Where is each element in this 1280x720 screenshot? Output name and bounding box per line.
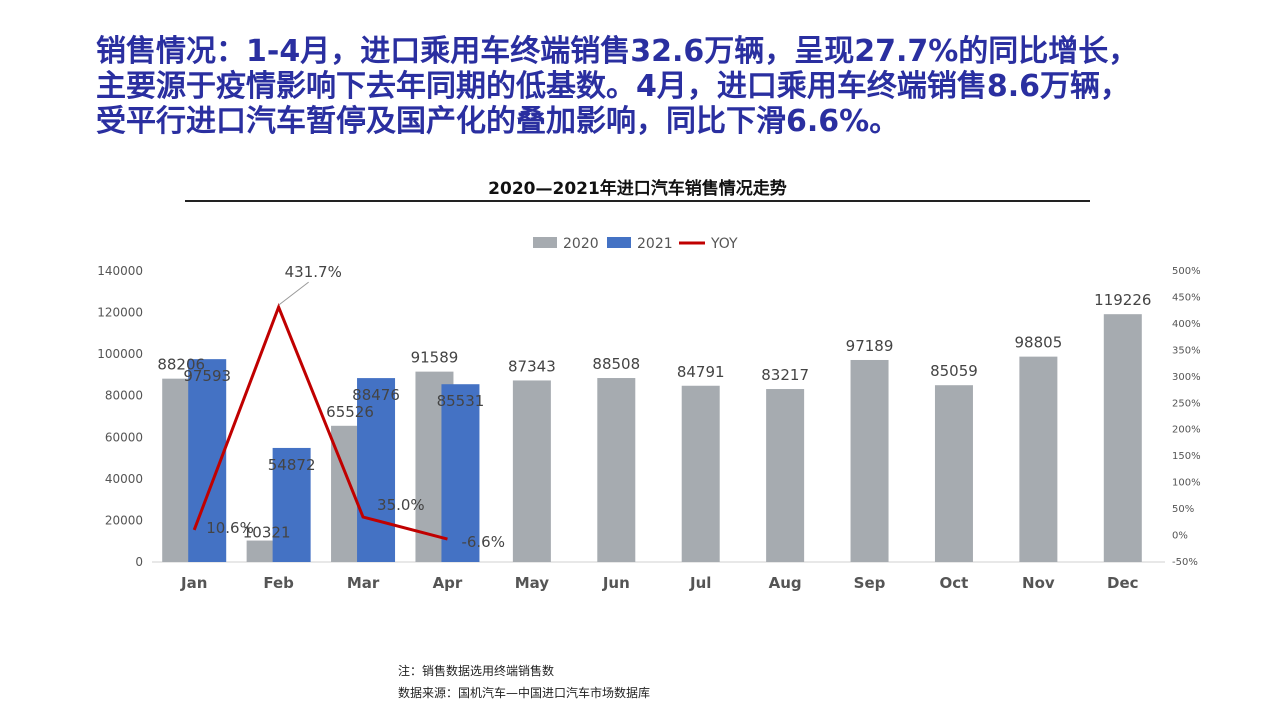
- title-divider: [185, 200, 1090, 202]
- note-text: 注：销售数据选用终端销售数: [398, 664, 555, 678]
- bar-2020: [934, 385, 973, 562]
- yoy-line: [192, 303, 448, 541]
- x-tick-label: Jun: [602, 574, 630, 592]
- x-tick-label: Jan: [180, 574, 207, 592]
- y-left-tick-label: 80000: [105, 389, 143, 403]
- x-tick-label: Sep: [854, 574, 886, 592]
- y-right-tick-label: 50%: [1172, 504, 1194, 515]
- x-tick-label: Nov: [1022, 574, 1055, 592]
- y-right-tick-label: 100%: [1172, 478, 1201, 489]
- x-tick-label: Oct: [940, 574, 969, 592]
- data-label-2021: 54872: [268, 456, 316, 474]
- data-label-2020: 85059: [930, 362, 978, 380]
- y-right-tick-label: 200%: [1172, 425, 1201, 436]
- y-right-tick-label: -50%: [1172, 557, 1198, 568]
- bar-2020: [1019, 356, 1058, 562]
- y-right-tick-label: 450%: [1172, 292, 1201, 303]
- data-label-2021: 88476: [352, 386, 400, 404]
- bar-2021: [272, 447, 311, 562]
- legend-label-2020: 2020: [563, 236, 599, 252]
- y-right-tick-label: 350%: [1172, 345, 1201, 356]
- y-right-tick-label: 300%: [1172, 372, 1201, 383]
- chart-title: 2020—2021年进口汽车销售情况走势: [488, 179, 787, 199]
- data-label-2021: 85531: [437, 392, 485, 410]
- data-label-2020: 97189: [846, 337, 894, 355]
- x-tick-label: Apr: [433, 574, 463, 592]
- x-tick-label: Jul: [689, 574, 711, 592]
- data-label-2020: 84791: [677, 363, 725, 381]
- y-right-tick-label: 0%: [1172, 531, 1188, 542]
- data-label-yoy: 35.0%: [377, 496, 425, 514]
- headline-line-2: 主要源于疫情影响下去年同期的低基数。4月，进口乘用车终端销售8.6万辆，: [96, 69, 1131, 104]
- y-right-tick-label: 500%: [1172, 266, 1201, 277]
- y-left-tick-label: 60000: [105, 430, 143, 444]
- y-left-tick-label: 20000: [105, 513, 143, 527]
- data-label-2020: 65526: [326, 403, 374, 421]
- bar-2020: [681, 385, 720, 562]
- data-label-2020: 83217: [761, 366, 809, 384]
- x-tick-label: Feb: [263, 574, 294, 592]
- data-label-2020: 88206: [157, 356, 205, 374]
- legend-swatch-2020: [533, 237, 557, 248]
- y-left-tick-label: 140000: [97, 264, 143, 278]
- headline-line-1: 销售情况：1-4月，进口乘用车终端销售32.6万辆，呈现27.7%的同比增长，: [96, 34, 1139, 69]
- x-tick-label: Aug: [769, 574, 802, 592]
- data-label-yoy: -6.6%: [461, 533, 505, 551]
- x-tick-label: Mar: [347, 574, 380, 592]
- y-right-tick-label: 400%: [1172, 319, 1201, 330]
- x-tick-label: May: [515, 574, 550, 592]
- bar-2020: [766, 389, 805, 562]
- bar-2020: [1103, 314, 1142, 562]
- headline: 销售情况：1-4月，进口乘用车终端销售32.6万辆，呈现27.7%的同比增长， …: [96, 34, 1256, 139]
- notes: 注：销售数据选用终端销售数 数据来源：国机汽车—中国进口汽车市场数据库: [398, 660, 650, 704]
- y-right-tick-label: 150%: [1172, 451, 1201, 462]
- x-tick-label: Dec: [1107, 574, 1139, 592]
- y-left-tick-label: 100000: [97, 347, 143, 361]
- data-label-2020: 87343: [508, 357, 556, 375]
- y-left-tick-label: 0: [135, 555, 143, 569]
- bar-2021: [441, 384, 480, 562]
- y-right-tick-label: 250%: [1172, 398, 1201, 409]
- data-label-2020: 98805: [1015, 334, 1063, 352]
- data-label-yoy: 431.7%: [285, 263, 342, 281]
- legend-label-2021: 2021: [637, 236, 673, 252]
- bar-2020: [850, 359, 889, 562]
- bar-2020: [597, 378, 636, 562]
- yoy-label-leader: [278, 281, 309, 306]
- legend-label-yoy: YOY: [710, 236, 738, 252]
- bar-2020: [512, 380, 551, 562]
- headline-line-3: 受平行进口汽车暂停及国产化的叠加影响，同比下滑6.6%。: [96, 104, 900, 139]
- data-label-2020: 88508: [592, 355, 640, 373]
- data-label-2020: 91589: [411, 349, 459, 367]
- legend-swatch-2021: [607, 237, 631, 248]
- data-label-yoy: 10.6%: [206, 519, 254, 537]
- y-left-tick-label: 120000: [97, 306, 143, 320]
- source-text: 数据来源：国机汽车—中国进口汽车市场数据库: [398, 686, 651, 700]
- data-label-2020: 10321: [243, 524, 291, 542]
- bar-2021: [357, 378, 396, 562]
- data-label-2021: 97593: [183, 367, 231, 385]
- data-label-2020: 119226: [1094, 291, 1151, 309]
- y-left-tick-label: 40000: [105, 472, 143, 486]
